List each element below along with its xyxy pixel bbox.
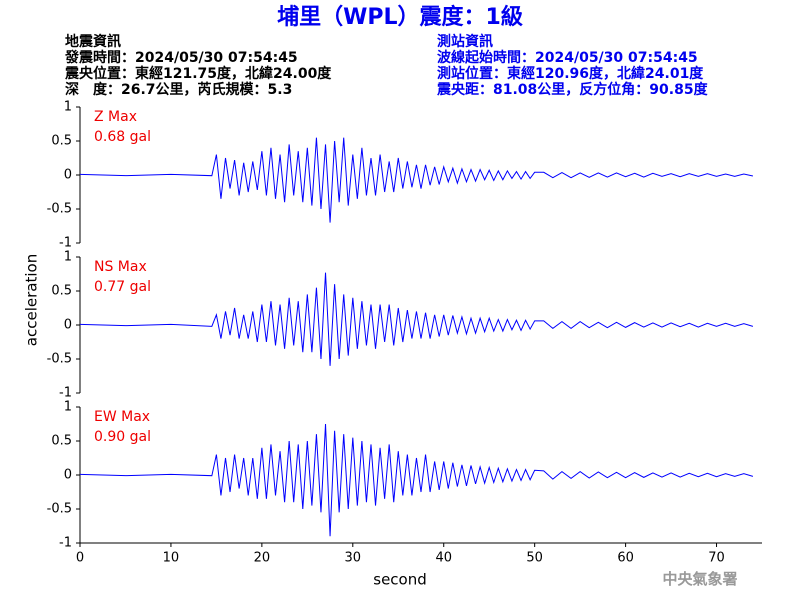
station-info: 測站位置：東經120.96度，北緯24.01度 [437, 65, 704, 82]
y-tick-label: 0.5 [51, 434, 72, 449]
y-tick-label: 0 [64, 318, 72, 333]
event-info: 地震資訊 [65, 33, 121, 50]
y-tick-label: 0.5 [51, 134, 72, 149]
footer: 中央氣象署 [662, 570, 737, 588]
event-info: 深 度：26.7公里，芮氏規模：5.3 [65, 81, 292, 98]
component-label: NS Max [94, 259, 147, 275]
component-label: EW Max [94, 409, 150, 425]
y-tick-label: 1 [64, 100, 72, 115]
max-label: 0.90 gal [94, 429, 151, 445]
y-tick-label: -0.5 [47, 502, 72, 517]
y-tick-label: 0.5 [51, 284, 72, 299]
x-tick-label: 10 [163, 551, 180, 566]
y-tick-label: -1 [59, 236, 72, 251]
station-info: 波線起始時間：2024/05/30 07:54:45 [437, 49, 698, 66]
max-label: 0.68 gal [94, 129, 151, 145]
y-tick-label: -0.5 [47, 352, 72, 367]
waveform [79, 137, 754, 223]
chart-title: 埔里（WPL）震度：1級 [277, 4, 523, 30]
x-tick-label: 0 [76, 551, 84, 566]
x-tick-label: 20 [254, 551, 271, 566]
y-tick-label: -1 [59, 386, 72, 401]
y-tick-label: -1 [59, 536, 72, 551]
y-axis-label: acceleration [23, 254, 41, 346]
max-label: 0.77 gal [94, 279, 151, 295]
event-info: 震央位置：東經121.75度，北緯24.00度 [64, 65, 332, 82]
waveform [79, 272, 754, 366]
y-tick-label: 0 [64, 168, 72, 183]
x-tick-label: 40 [435, 551, 452, 566]
x-tick-label: 50 [526, 551, 543, 566]
y-tick-label: 1 [64, 400, 72, 415]
event-info: 發震時間：2024/05/30 07:54:45 [64, 49, 298, 66]
x-tick-label: 70 [708, 551, 725, 566]
station-info: 測站資訊 [437, 33, 493, 50]
component-label: Z Max [94, 109, 137, 125]
x-tick-label: 60 [617, 551, 634, 566]
y-tick-label: -0.5 [47, 202, 72, 217]
x-tick-label: 30 [345, 551, 362, 566]
station-info: 震央距：81.08公里，反方位角：90.85度 [436, 81, 709, 98]
waveform [79, 423, 754, 537]
x-axis-label: second [373, 571, 427, 589]
y-tick-label: 1 [64, 250, 72, 265]
y-tick-label: 0 [64, 468, 72, 483]
